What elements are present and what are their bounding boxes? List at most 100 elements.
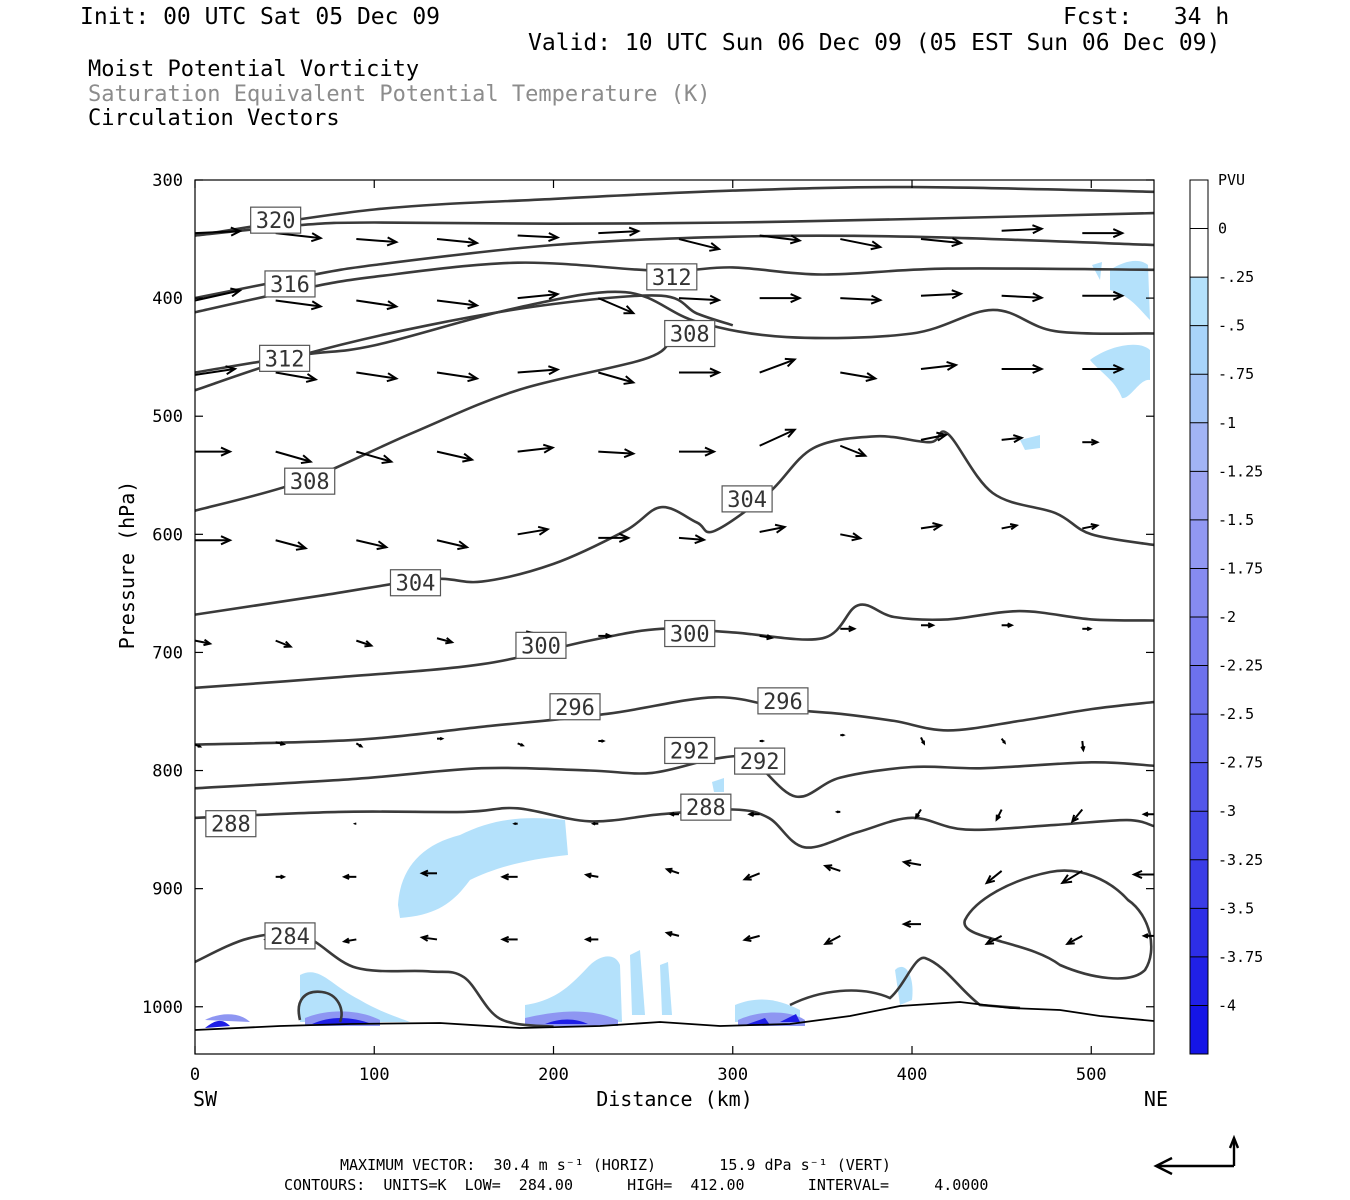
wind-vector: [759, 428, 797, 447]
colorbar-swatch: [1190, 568, 1208, 618]
contour-label: 284: [264, 922, 316, 950]
y-tick-label: 400: [152, 289, 183, 309]
contour-info: CONTOURS: UNITS=K LOW= 284.00 HIGH= 412.…: [284, 1176, 989, 1194]
wind-vector: [1082, 290, 1125, 301]
colorbar-swatch: [1190, 1005, 1208, 1055]
y-tick-label: 600: [152, 525, 183, 545]
wind-vector: [419, 869, 437, 877]
wind-vector: [517, 742, 525, 747]
svg-text:308: 308: [670, 323, 710, 348]
y-tick-label: 800: [152, 762, 183, 782]
wind-vector: [356, 639, 374, 648]
contour-label: 304: [389, 569, 442, 597]
isentrope-closed: [297, 990, 343, 1023]
wind-vector: [742, 934, 760, 942]
wind-vector: [275, 539, 309, 551]
isentrope-288-terrain: [789, 956, 1021, 1010]
wind-vector: [920, 522, 944, 532]
wind-vector: [341, 873, 357, 880]
wind-vector: [583, 872, 599, 879]
wind-vector: [590, 821, 599, 826]
colorbar-swatch: [1190, 859, 1208, 909]
colorbar-swatch: [1190, 277, 1208, 327]
wind-vector: [275, 299, 324, 311]
plot-frame: [194, 179, 1155, 1055]
contour-label: 296: [549, 693, 601, 721]
svg-text:300: 300: [521, 634, 561, 659]
wind-vector: [356, 299, 399, 311]
wind-vector: [759, 523, 788, 534]
colorbar-label: -3.25: [1218, 851, 1263, 869]
wind-vector: [436, 450, 475, 463]
pv-region: [300, 972, 410, 1022]
wind-vector: [1001, 622, 1015, 628]
svg-text:304: 304: [727, 488, 767, 513]
wind-vector: [759, 293, 803, 304]
colorbar-label: -3: [1218, 802, 1236, 820]
colorbar-swatch: [1190, 908, 1208, 958]
max-vector-info: MAXIMUM VECTOR: 30.4 m s⁻¹ (HORIZ) 15.9 …: [340, 1156, 891, 1174]
colorbar-label: -1: [1218, 414, 1236, 432]
wind-vector: [1082, 438, 1100, 446]
contour-label: 292: [664, 736, 716, 764]
pv-region: [312, 1018, 372, 1024]
pv-region: [745, 1014, 800, 1025]
wind-vector: [195, 287, 243, 302]
isentrope-closed: [963, 869, 1153, 980]
colorbar-label: -.25: [1218, 268, 1254, 286]
contour-label: 300: [664, 619, 716, 648]
wind-vector: [742, 872, 761, 881]
wind-vector: [840, 733, 846, 737]
colorbar-swatch: [1190, 665, 1208, 715]
colorbar-label: -2.25: [1218, 657, 1263, 675]
wind-vector: [195, 638, 213, 647]
y-tick-label: 1000: [142, 998, 183, 1018]
x-axis-label: Distance (km): [596, 1087, 753, 1111]
wind-vector: [356, 371, 399, 383]
wind-vector: [275, 741, 287, 746]
colorbar-label: -4: [1218, 996, 1236, 1014]
reference-vector-vertical-head: [1228, 1134, 1240, 1149]
wind-vector: [834, 810, 841, 814]
wind-vector: [920, 622, 936, 629]
svg-text:312: 312: [652, 266, 692, 291]
wind-vector: [1070, 808, 1084, 824]
pv-region: [1092, 262, 1102, 280]
contour-label: 288: [205, 810, 257, 838]
svg-text:316: 316: [270, 273, 310, 298]
wind-vector: [1131, 869, 1154, 879]
wind-vector: [1001, 364, 1045, 374]
wind-vector: [598, 532, 631, 543]
wind-vector: [598, 226, 641, 237]
reference-vector-horizontal-head: [1153, 1156, 1173, 1176]
colorbar-swatch: [1190, 228, 1208, 278]
contour-label: 316: [264, 270, 316, 298]
svg-text:292: 292: [670, 739, 710, 764]
isentrope-304: [195, 430, 1154, 616]
wind-vector: [356, 450, 394, 465]
wind-vector: [275, 639, 293, 648]
contour-label: 308: [284, 467, 336, 495]
svg-text:292: 292: [740, 750, 780, 775]
wind-vector: [1000, 738, 1007, 745]
x-tick-label: 200: [538, 1065, 569, 1085]
wind-vector: [356, 539, 389, 551]
colorbar-label: -.5: [1218, 317, 1245, 335]
wind-vector: [1082, 522, 1100, 531]
pv-region: [712, 778, 724, 792]
isentrope-lines: [195, 185, 1154, 1029]
contour-labels: 320 316 312 312 308 308 304 304 300 300 296 296 292 2…: [205, 206, 809, 950]
y-tick-label: 500: [152, 407, 183, 427]
axes: 300 400 500 600 700 800 900 1000 0 100 200 300 400 50…: [115, 171, 1168, 1111]
colorbar-label: -2.5: [1218, 705, 1254, 723]
colorbar-swatch: [1190, 180, 1208, 229]
colorbar-swatch: [1190, 374, 1208, 424]
wind-vector: [840, 371, 878, 382]
svg-text:288: 288: [211, 813, 251, 838]
colorbar-label: -.75: [1218, 365, 1254, 383]
wind-vector: [1001, 434, 1025, 444]
wind-vector: [984, 935, 1003, 946]
wind-vector: [901, 859, 922, 868]
y-axis-label: Pressure (hPa): [115, 481, 139, 650]
